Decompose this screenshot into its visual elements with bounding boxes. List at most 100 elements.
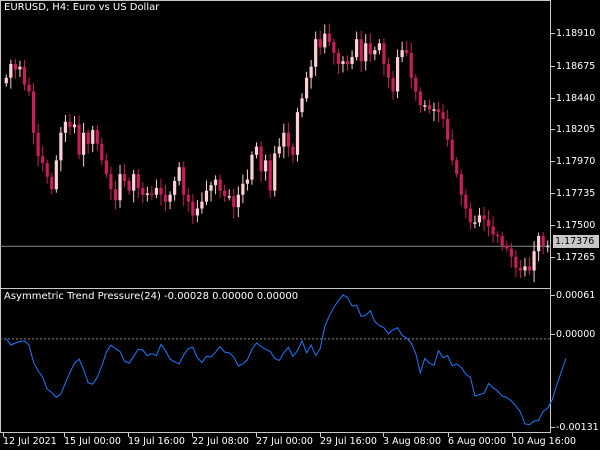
candle-body <box>18 66 22 70</box>
candle-body <box>441 112 445 120</box>
candle-body <box>350 57 354 64</box>
candle-body <box>291 146 295 155</box>
candle-body <box>509 248 513 257</box>
indicator-tick-label: 0.00061 <box>556 290 596 301</box>
candle-body <box>518 267 523 271</box>
candle-body <box>359 39 363 62</box>
candle-body <box>150 193 154 195</box>
candle-body <box>523 266 527 271</box>
candle-body <box>527 266 532 271</box>
candle-body <box>91 130 95 144</box>
candle-body <box>173 180 177 195</box>
chart-frame <box>0 0 555 437</box>
candle-body <box>232 196 236 208</box>
price-tick-label: 1.18675 <box>556 61 596 72</box>
candle-body <box>154 187 159 195</box>
candle-body <box>459 174 463 195</box>
candle-body <box>436 109 441 113</box>
candle-body <box>304 77 309 99</box>
candle-body <box>127 180 131 191</box>
candle-body <box>109 174 113 190</box>
candle-body <box>213 179 218 186</box>
candle-body <box>336 52 341 64</box>
candle-body <box>491 226 495 235</box>
candle-body <box>141 187 145 195</box>
candle-body <box>264 160 268 172</box>
candle-body <box>546 245 550 248</box>
candle-body <box>382 43 386 64</box>
candle-body <box>259 146 263 172</box>
candle-body <box>414 77 418 92</box>
candle-body <box>323 33 327 48</box>
plot-border <box>0 0 551 433</box>
candle-body <box>204 190 209 202</box>
candle-body <box>386 63 391 78</box>
price-tick-label: 1.17735 <box>556 188 596 199</box>
candle-body <box>355 39 359 58</box>
candle-body <box>145 193 149 195</box>
candle-body <box>314 39 318 67</box>
candle-body <box>82 132 86 155</box>
candle-body <box>200 201 204 209</box>
candle-body <box>113 189 118 201</box>
main-chart-title: EURUSD, H4: Euro vs US Dollar <box>4 2 160 13</box>
candle-body <box>496 234 500 237</box>
candle-body <box>295 112 300 155</box>
candle-body <box>277 146 281 154</box>
candle-body <box>418 91 422 106</box>
candle-body <box>345 61 350 64</box>
candle-body <box>227 196 231 198</box>
candle-body <box>341 61 345 64</box>
candle-body <box>250 154 254 180</box>
candle-body <box>423 105 427 107</box>
candle-body <box>332 41 336 53</box>
candle-body <box>318 39 322 48</box>
price-tick-label: 1.18910 <box>556 28 596 39</box>
candle-body <box>482 215 486 220</box>
candle-body <box>473 222 477 224</box>
candle-body <box>241 183 245 195</box>
time-tick-label: 19 Jul 16:00 <box>128 436 185 447</box>
candle-body <box>455 160 459 175</box>
candle-body <box>377 43 381 51</box>
current-price-label: 1.17376 <box>553 235 599 248</box>
candle-body <box>464 194 468 209</box>
candle-body <box>59 132 63 161</box>
price-tick-label: 1.17500 <box>556 220 596 231</box>
candle-body <box>4 77 8 84</box>
candle-body <box>541 236 545 246</box>
candle-body <box>13 63 17 70</box>
candle-body <box>209 185 213 191</box>
candle-body <box>391 77 395 92</box>
candle-body <box>254 146 259 155</box>
candle-body <box>132 174 136 191</box>
candle-body <box>122 174 127 181</box>
candle-body <box>400 50 404 58</box>
candle-body <box>54 160 58 190</box>
candle-body <box>72 124 77 128</box>
candle-body <box>282 132 286 147</box>
candle-body <box>327 33 331 42</box>
candle-body <box>177 167 181 181</box>
time-tick-label: 22 Jul 08:00 <box>192 436 249 447</box>
indicator-line <box>5 294 567 426</box>
candle-body <box>468 208 472 223</box>
time-tick-label: 6 Aug 00:00 <box>448 436 507 447</box>
candle-body <box>182 167 186 195</box>
candle-body <box>427 105 432 110</box>
indicator-tick-label: 0.00000 <box>556 329 596 340</box>
indicator-plot <box>0 294 567 426</box>
candle-body <box>100 143 104 161</box>
candle-body <box>477 215 482 223</box>
candle-body <box>191 201 195 216</box>
price-tick-label: 1.18440 <box>556 93 596 104</box>
candle-body <box>450 139 454 161</box>
candle-body <box>136 174 140 188</box>
candle-body <box>409 52 413 78</box>
candle-body <box>27 84 31 92</box>
time-tick-label: 27 Jul 00:00 <box>256 436 313 447</box>
candle-body <box>268 160 272 191</box>
price-tick-label: 1.17970 <box>556 156 596 167</box>
candle-body <box>223 190 227 197</box>
